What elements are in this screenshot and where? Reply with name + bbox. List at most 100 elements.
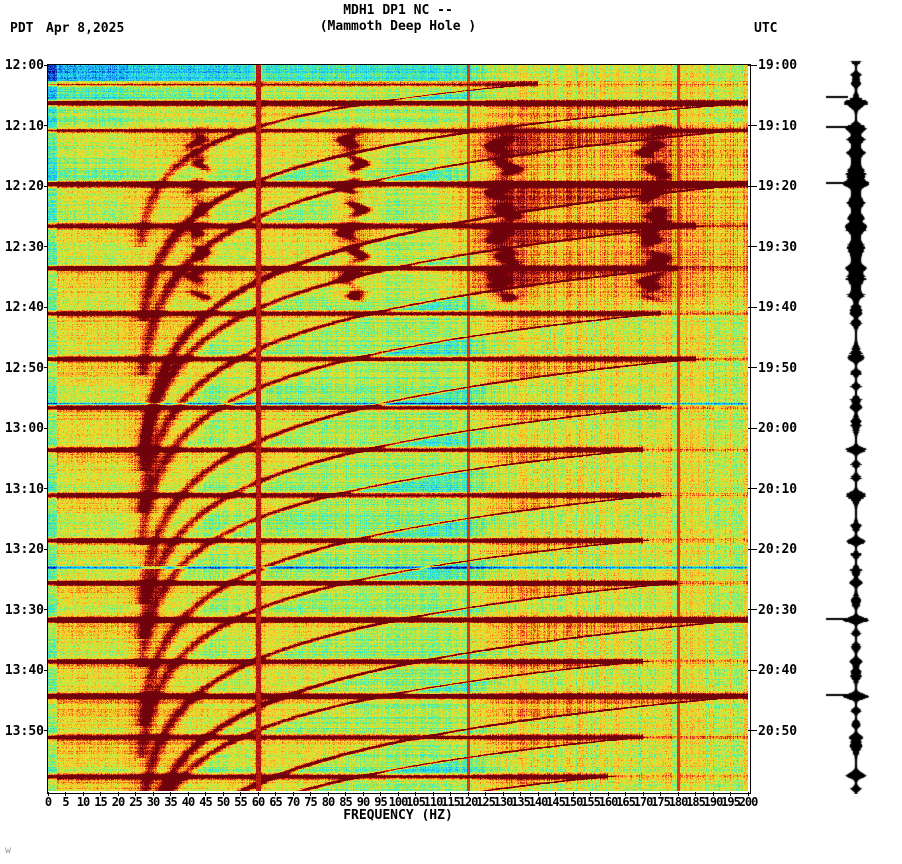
frequency-tick (747, 792, 749, 796)
frequency-tick-label: 95 (374, 795, 387, 809)
left-time-label: 12:00 (4, 58, 44, 73)
left-time-tick (44, 669, 48, 671)
frequency-tick (467, 792, 469, 796)
frequency-tick-label: 170 (633, 795, 654, 809)
frequency-tick (240, 792, 241, 796)
frequency-tick (47, 792, 49, 796)
frequency-tick (205, 792, 206, 796)
right-time-tick (748, 125, 757, 126)
right-time-label: 20:30 (758, 602, 798, 618)
frequency-tick (152, 792, 154, 796)
left-time-label: 12:10 (4, 118, 44, 134)
right-time-label: 20:50 (758, 723, 798, 739)
frequency-tick-label: 175 (651, 795, 671, 809)
left-time-label: 12:20 (4, 179, 44, 194)
frequency-tick (660, 792, 661, 796)
left-time-label: 13:50 (4, 723, 44, 739)
right-time-label: 20:00 (758, 421, 798, 436)
right-time-tick (748, 427, 757, 429)
date-label: Apr 8,2025 (46, 21, 125, 36)
left-time-label: 12:40 (4, 300, 44, 315)
frequency-tick (695, 792, 696, 796)
frequency-tick (135, 792, 136, 796)
frequency-tick (117, 792, 119, 796)
frequency-tick-label: 30 (146, 795, 160, 809)
frequency-tick-label: 110 (423, 795, 444, 809)
title-block: MDH1 DP1 NC -- (Mammoth Deep Hole ) (48, 3, 748, 35)
frequency-tick (380, 792, 381, 796)
frequency-tick-label: 145 (546, 795, 566, 809)
frequency-tick (677, 792, 679, 796)
right-time-label: 19:40 (758, 300, 798, 315)
right-time-label: 19:30 (758, 239, 798, 255)
left-time-label: 12:50 (4, 360, 44, 376)
left-time-label: 13:00 (4, 421, 44, 436)
frequency-tick-label: 65 (269, 795, 282, 809)
frequency-tick-label: 195 (721, 795, 741, 809)
frequency-tick (607, 792, 609, 796)
frequency-tick-label: 185 (686, 795, 706, 809)
frequency-tick (572, 792, 574, 796)
right-time-label: 19:50 (758, 360, 798, 376)
frequency-tick-label: 180 (668, 795, 689, 809)
frequency-tick (310, 792, 311, 796)
frequency-tick-label: 90 (356, 795, 370, 809)
watermark: w (5, 845, 12, 856)
frequency-tick-label: 35 (164, 795, 177, 809)
right-time-label: 20:10 (758, 481, 798, 497)
frequency-tick (397, 792, 399, 796)
frequency-tick-label: 125 (476, 795, 496, 809)
frequency-tick (257, 792, 259, 796)
frequency-tick-label: 0 (44, 795, 52, 809)
left-time-tick (44, 246, 48, 247)
frequency-tick (292, 792, 294, 796)
frequency-tick-label: 85 (339, 795, 352, 809)
left-time-tick (44, 548, 48, 550)
frequency-tick (432, 792, 434, 796)
right-time-tick (748, 64, 757, 66)
frequency-tick-label: 60 (251, 795, 265, 809)
frequency-tick-label: 10 (76, 795, 90, 809)
plot-frame (47, 64, 751, 794)
frequency-tick-label: 55 (234, 795, 247, 809)
left-time-tick (44, 609, 48, 610)
frequency-tick-label: 165 (616, 795, 636, 809)
frequency-tick-label: 200 (738, 795, 759, 809)
x-axis-label: FREQUENCY (HZ) (343, 808, 453, 823)
frequency-tick (590, 792, 591, 796)
frequency-tick-label: 190 (703, 795, 724, 809)
frequency-tick (450, 792, 451, 796)
frequency-tick-label: 5 (62, 795, 69, 809)
frequency-tick (415, 792, 416, 796)
frequency-tick-label: 120 (458, 795, 479, 809)
frequency-tick-label: 105 (406, 795, 426, 809)
frequency-tick-label: 150 (563, 795, 584, 809)
frequency-tick (642, 792, 644, 796)
page-subtitle: (Mammoth Deep Hole ) (319, 19, 477, 34)
frequency-tick-label: 130 (493, 795, 514, 809)
timezone-right-label: UTC (754, 21, 778, 36)
left-time-label: 13:20 (4, 542, 44, 557)
left-time-tick (44, 185, 48, 187)
spectrogram-heatmap (48, 65, 748, 791)
right-time-tick (748, 609, 757, 610)
frequency-tick (222, 792, 224, 796)
right-time-tick (748, 367, 757, 368)
left-time-label: 12:30 (4, 239, 44, 255)
frequency-tick (362, 792, 364, 796)
frequency-tick (65, 792, 66, 796)
frequency-tick (625, 792, 626, 796)
frequency-tick (555, 792, 556, 796)
left-time-label: 13:40 (4, 663, 44, 678)
frequency-tick-label: 115 (441, 795, 461, 809)
frequency-tick (520, 792, 521, 796)
frequency-tick-label: 155 (581, 795, 601, 809)
frequency-tick (327, 792, 329, 796)
frequency-tick-label: 160 (598, 795, 619, 809)
timezone-left-label: PDT (10, 21, 34, 36)
frequency-tick (187, 792, 189, 796)
left-time-tick (44, 367, 48, 368)
left-time-tick (44, 125, 48, 126)
frequency-tick (502, 792, 504, 796)
left-time-tick (44, 730, 48, 731)
